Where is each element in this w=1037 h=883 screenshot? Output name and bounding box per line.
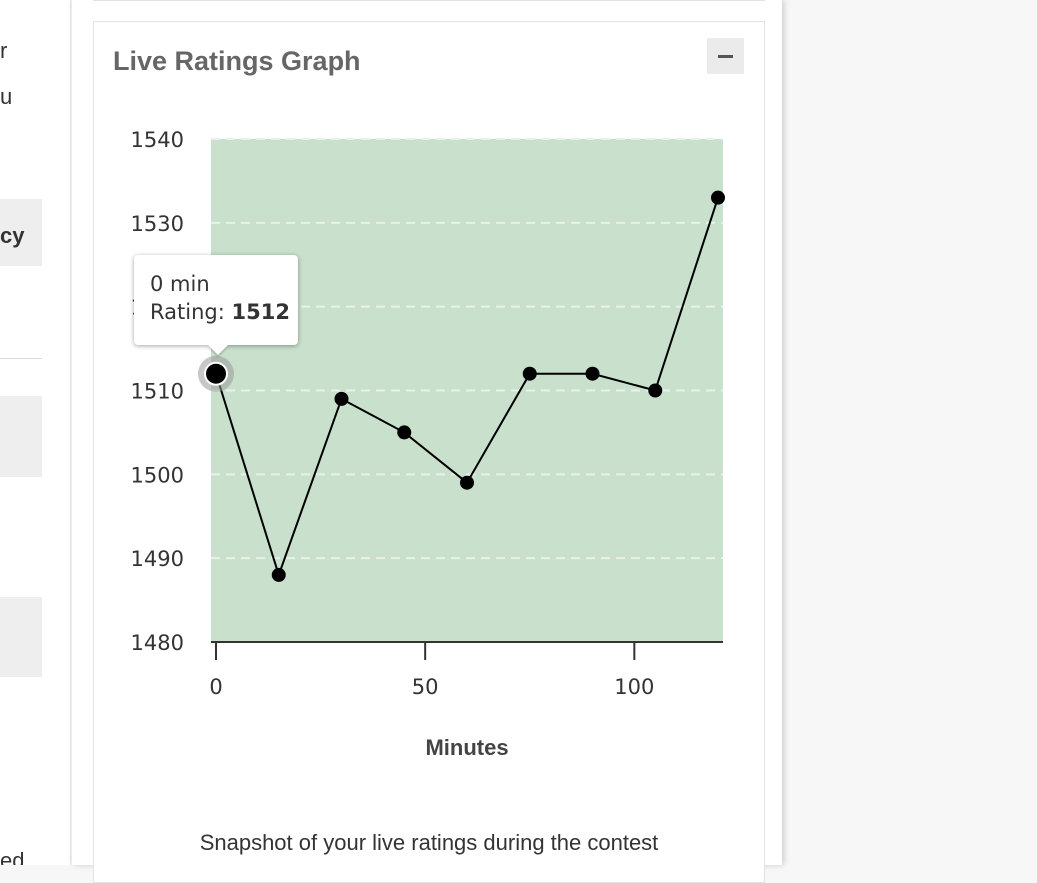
data-point [585,366,600,381]
previous-card [93,0,765,1]
x-tick-label: 50 [412,675,439,699]
chart-caption: Snapshot of your live ratings during the… [199,830,659,855]
data-point-hovered [204,361,228,386]
data-point [460,475,474,490]
background-tab-label: cy [0,223,25,248]
background-text-fragment: r [0,38,8,63]
background-tab[interactable]: cy [0,199,42,266]
background-tile[interactable] [0,597,42,677]
tooltip-time: 0 min [150,272,210,296]
background-page-strip: r u cy ed [0,0,71,865]
background-tile[interactable] [0,396,42,477]
data-point [711,190,725,205]
minus-icon [718,55,733,58]
content-column: Live Ratings Graph 148014901500151015201… [72,0,782,883]
data-point [334,391,349,406]
y-tick-label: 1500 [131,463,184,487]
x-tick-label: 0 [209,675,222,699]
background-text-fragment: ed [0,848,25,865]
x-axis-title: Minutes [425,735,508,760]
hover-tooltip: 0 min Rating: 1512 [134,255,298,355]
y-tick-label: 1540 [131,128,184,152]
y-tick-label: 1480 [131,631,184,655]
y-tick-label: 1510 [131,380,184,404]
data-point [271,567,286,582]
divider [0,358,42,359]
data-point [648,383,663,398]
tooltip-rating-value: 1512 [231,300,290,324]
background-text-fragment: u [0,84,13,109]
tooltip-rating-label: Rating: [150,300,225,324]
data-point [397,425,412,440]
x-tick-label: 100 [614,675,654,699]
ratings-line-chart: 1480149015001510152015301540050100 Minut… [131,128,725,760]
card-title: Live Ratings Graph [113,46,361,76]
y-tick-label: 1490 [131,547,184,571]
data-point [522,366,537,381]
live-ratings-card: Live Ratings Graph 148014901500151015201… [93,21,765,883]
collapse-button[interactable] [707,38,744,74]
y-tick-label: 1530 [131,212,184,236]
tooltip-arrow [208,345,228,355]
tooltip-rating-line: Rating: 1512 [150,298,298,326]
